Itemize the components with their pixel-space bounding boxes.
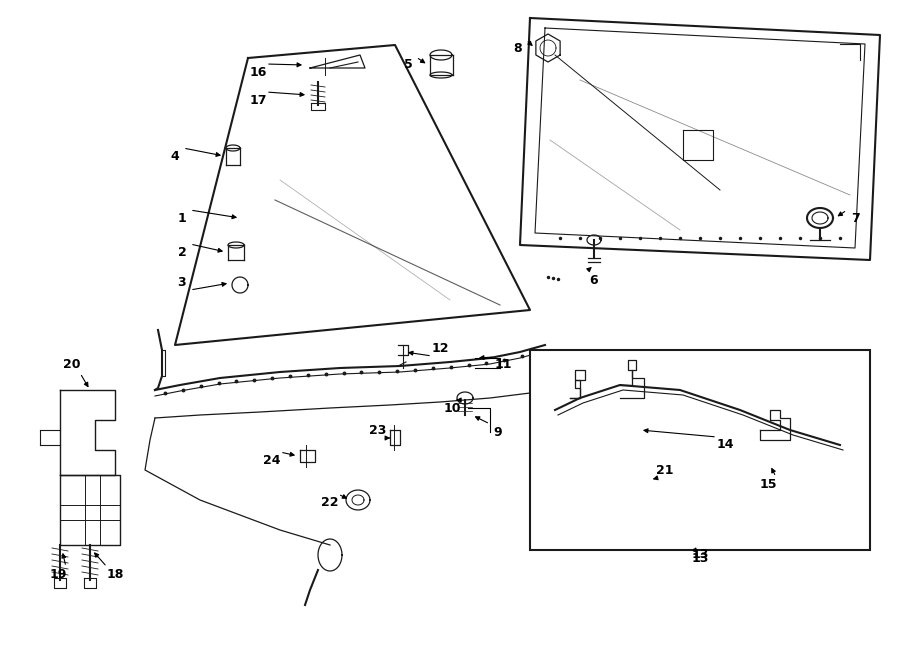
Text: 11: 11 bbox=[494, 358, 512, 371]
Text: 2: 2 bbox=[177, 245, 186, 258]
Text: 24: 24 bbox=[263, 453, 281, 467]
Text: 14: 14 bbox=[716, 438, 734, 451]
Text: 9: 9 bbox=[494, 426, 502, 438]
Text: 6: 6 bbox=[590, 274, 598, 286]
Text: 18: 18 bbox=[106, 568, 123, 582]
Text: 7: 7 bbox=[850, 212, 860, 225]
Text: 12: 12 bbox=[431, 342, 449, 354]
Text: 21: 21 bbox=[656, 463, 674, 477]
Text: 8: 8 bbox=[514, 42, 522, 54]
Text: 1: 1 bbox=[177, 212, 186, 225]
Text: 4: 4 bbox=[171, 149, 179, 163]
Text: 13: 13 bbox=[691, 549, 708, 561]
Text: 22: 22 bbox=[321, 496, 338, 508]
Bar bbox=[530, 350, 870, 550]
Text: 16: 16 bbox=[249, 65, 266, 79]
Text: 17: 17 bbox=[249, 93, 266, 106]
Text: 23: 23 bbox=[369, 424, 387, 436]
Text: 3: 3 bbox=[177, 276, 186, 288]
Text: 13: 13 bbox=[691, 551, 708, 564]
Text: 15: 15 bbox=[760, 479, 777, 492]
Text: 5: 5 bbox=[403, 59, 412, 71]
Text: 19: 19 bbox=[50, 568, 67, 582]
Text: 20: 20 bbox=[63, 358, 81, 371]
Polygon shape bbox=[760, 410, 790, 440]
Polygon shape bbox=[620, 360, 644, 398]
Text: 10: 10 bbox=[443, 401, 461, 414]
